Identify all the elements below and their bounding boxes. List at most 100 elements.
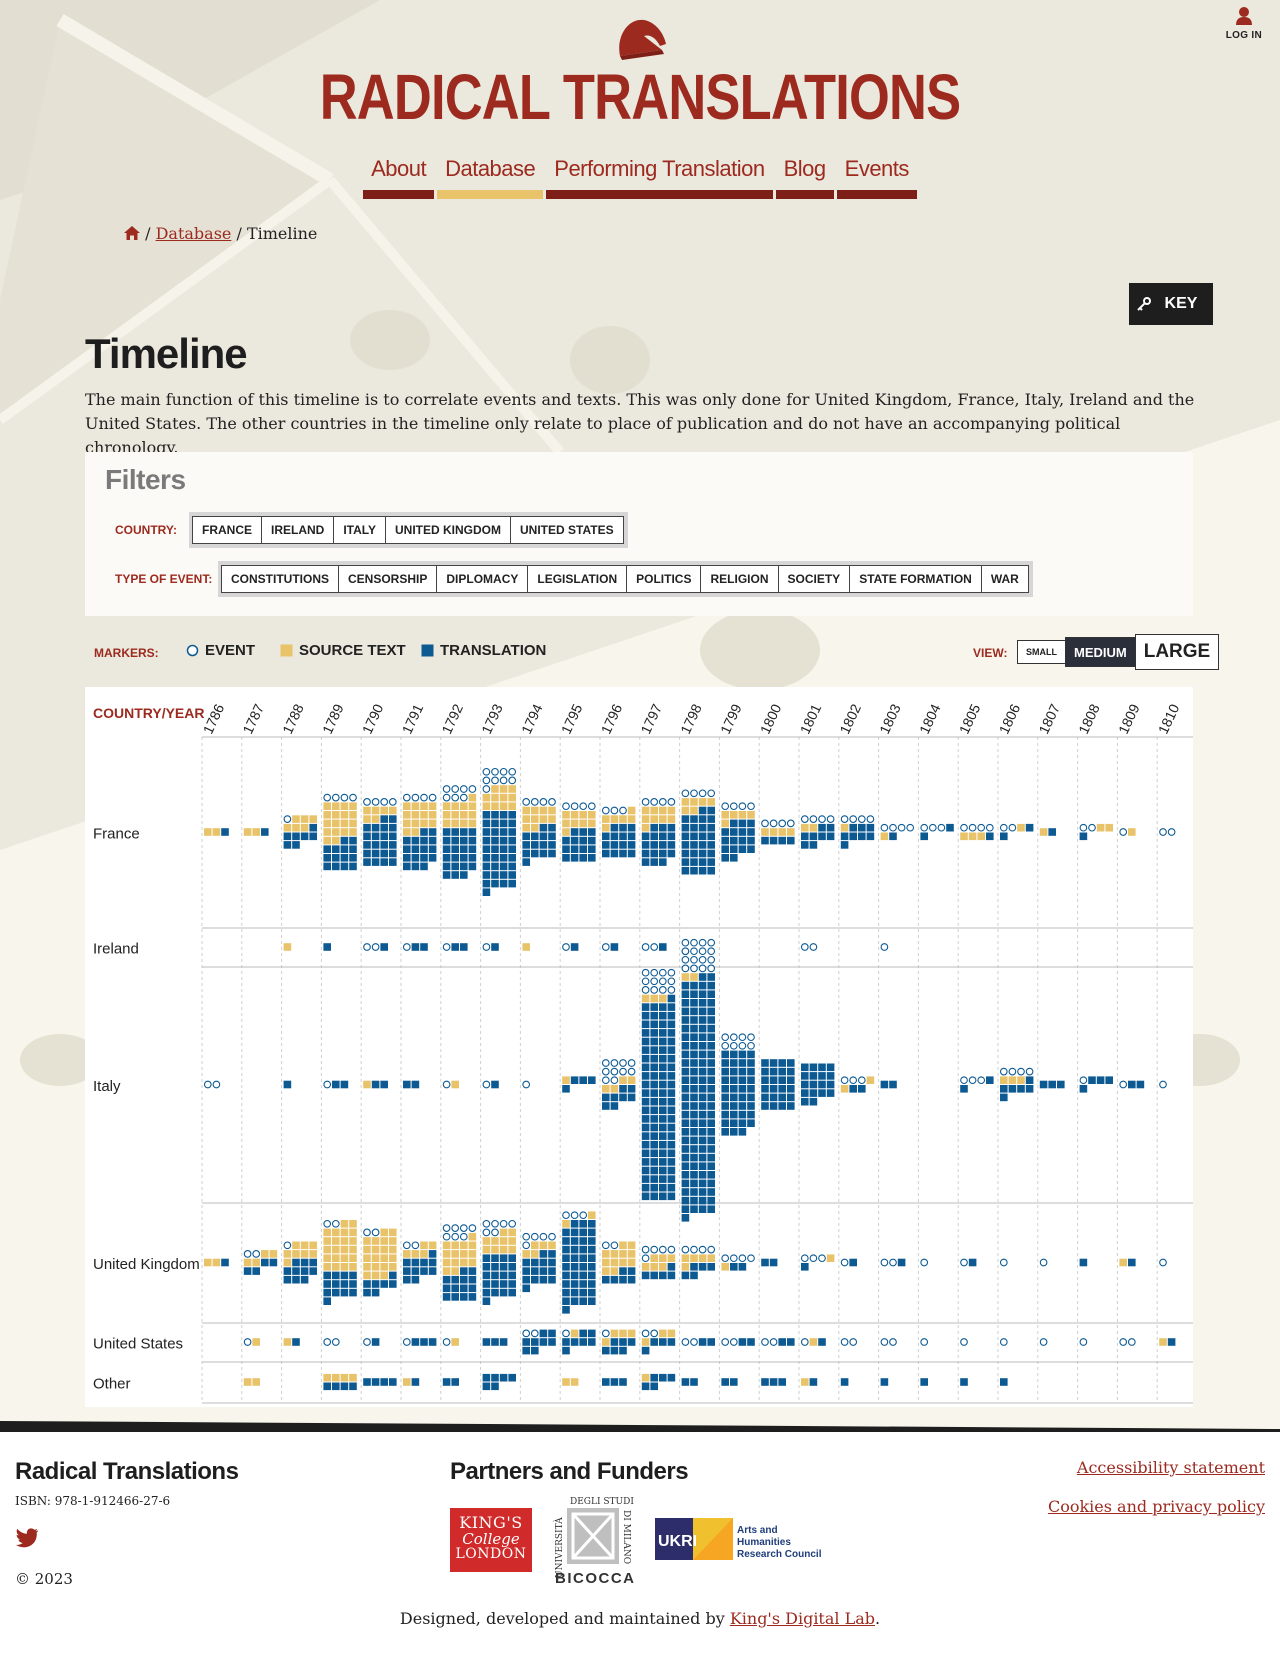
translation-marker[interactable] <box>579 1076 587 1084</box>
translation-marker[interactable] <box>588 828 596 836</box>
timeline-cell[interactable] <box>562 1378 579 1386</box>
translation-marker[interactable] <box>428 828 437 836</box>
translation-marker[interactable] <box>323 1288 331 1297</box>
translation-marker[interactable] <box>442 871 451 879</box>
translation-marker[interactable] <box>562 836 570 845</box>
timeline-cell[interactable] <box>761 1059 795 1110</box>
timeline-cell[interactable] <box>721 1338 755 1346</box>
translation-marker[interactable] <box>960 1378 968 1386</box>
translation-marker[interactable] <box>809 1089 818 1097</box>
translation-marker[interactable] <box>451 1293 459 1301</box>
source-text-marker[interactable] <box>602 1250 610 1258</box>
translation-marker[interactable] <box>428 845 437 853</box>
translation-marker[interactable] <box>332 1271 340 1280</box>
source-text-marker[interactable] <box>212 828 221 836</box>
source-text-marker[interactable] <box>323 1245 331 1254</box>
event-marker[interactable] <box>738 1041 747 1050</box>
source-text-marker[interactable] <box>442 1258 451 1267</box>
source-text-marker[interactable] <box>283 1250 292 1258</box>
translation-marker[interactable] <box>389 832 397 841</box>
translation-marker[interactable] <box>300 1267 309 1275</box>
timeline-cell[interactable] <box>681 947 716 1222</box>
translation-marker[interactable] <box>442 828 451 836</box>
source-text-marker[interactable] <box>332 836 340 845</box>
translation-marker[interactable] <box>641 1037 650 1046</box>
translation-marker[interactable] <box>491 1373 499 1382</box>
translation-marker[interactable] <box>482 1373 491 1382</box>
timeline-cell[interactable] <box>880 1258 906 1267</box>
translation-marker[interactable] <box>707 832 715 841</box>
translation-marker[interactable] <box>707 866 715 875</box>
source-text-marker[interactable] <box>411 1250 420 1258</box>
translation-marker[interactable] <box>292 1258 300 1267</box>
event-marker[interactable] <box>491 1228 499 1237</box>
translation-marker[interactable] <box>292 1275 300 1284</box>
translation-marker[interactable] <box>442 845 451 853</box>
translation-marker[interactable] <box>707 1093 715 1102</box>
translation-marker[interactable] <box>610 943 619 951</box>
source-text-marker[interactable] <box>641 823 650 832</box>
translation-marker[interactable] <box>641 1166 650 1175</box>
translation-marker[interactable] <box>531 1346 539 1355</box>
timeline-cell[interactable] <box>999 1258 1008 1267</box>
translation-marker[interactable] <box>641 1192 650 1201</box>
source-text-marker[interactable] <box>468 802 477 810</box>
translation-marker[interactable] <box>389 858 397 866</box>
event-marker[interactable] <box>442 1224 451 1232</box>
translation-marker[interactable] <box>403 845 411 853</box>
source-text-marker[interactable] <box>420 1250 428 1258</box>
translation-marker[interactable] <box>482 1297 491 1305</box>
source-text-marker[interactable] <box>627 1329 636 1338</box>
translation-marker[interactable] <box>371 1288 380 1297</box>
translation-marker[interactable] <box>522 1338 530 1346</box>
translation-marker[interactable] <box>482 1271 491 1280</box>
timeline-cell[interactable] <box>721 1033 755 1136</box>
translation-marker[interactable] <box>730 1128 738 1136</box>
translation-marker[interactable] <box>667 1123 676 1132</box>
event-marker[interactable] <box>937 823 946 832</box>
translation-marker[interactable] <box>769 1059 778 1067</box>
event-marker[interactable] <box>212 1080 221 1089</box>
translation-marker[interactable] <box>420 1258 428 1267</box>
source-text-marker[interactable] <box>1105 823 1113 832</box>
translation-marker[interactable] <box>659 1140 667 1149</box>
translation-marker[interactable] <box>681 1007 690 1016</box>
event-marker[interactable] <box>999 1067 1008 1076</box>
translation-marker[interactable] <box>619 1346 627 1355</box>
translation-marker[interactable] <box>363 1280 371 1288</box>
translation-marker[interactable] <box>698 1102 707 1110</box>
source-text-marker[interactable] <box>880 832 889 841</box>
translation-marker[interactable] <box>690 1007 698 1016</box>
event-marker[interactable] <box>610 1076 619 1085</box>
translation-marker[interactable] <box>641 832 650 841</box>
translation-marker[interactable] <box>482 845 491 853</box>
event-marker[interactable] <box>482 1228 491 1237</box>
translation-marker[interactable] <box>539 1267 548 1275</box>
translation-marker[interactable] <box>650 1158 658 1166</box>
source-text-marker[interactable] <box>323 828 331 836</box>
translation-marker[interactable] <box>562 1346 570 1355</box>
view-small-button[interactable]: SMALL <box>1017 640 1066 664</box>
translation-marker[interactable] <box>451 836 459 845</box>
event-marker[interactable] <box>1008 1067 1017 1076</box>
source-text-marker[interactable] <box>508 793 516 802</box>
filter-country-italy[interactable]: ITALY <box>333 516 387 544</box>
translation-marker[interactable] <box>659 1011 667 1020</box>
source-text-marker[interactable] <box>499 793 508 802</box>
source-text-marker[interactable] <box>349 1220 357 1228</box>
event-marker[interactable] <box>920 1258 929 1267</box>
translation-marker[interactable] <box>801 1097 809 1106</box>
timeline-cell[interactable] <box>1119 1258 1136 1267</box>
translation-marker[interactable] <box>570 1263 579 1271</box>
event-marker[interactable] <box>650 968 659 977</box>
translation-marker[interactable] <box>738 819 747 828</box>
event-marker[interactable] <box>985 823 994 832</box>
translation-marker[interactable] <box>363 823 371 832</box>
event-marker[interactable] <box>658 986 667 994</box>
translation-marker[interactable] <box>411 854 420 862</box>
translation-marker[interactable] <box>570 1288 579 1297</box>
source-text-marker[interactable] <box>451 1250 459 1258</box>
translation-marker[interactable] <box>698 1119 707 1127</box>
event-marker[interactable] <box>579 802 588 811</box>
timeline-cell[interactable] <box>1000 1378 1008 1386</box>
